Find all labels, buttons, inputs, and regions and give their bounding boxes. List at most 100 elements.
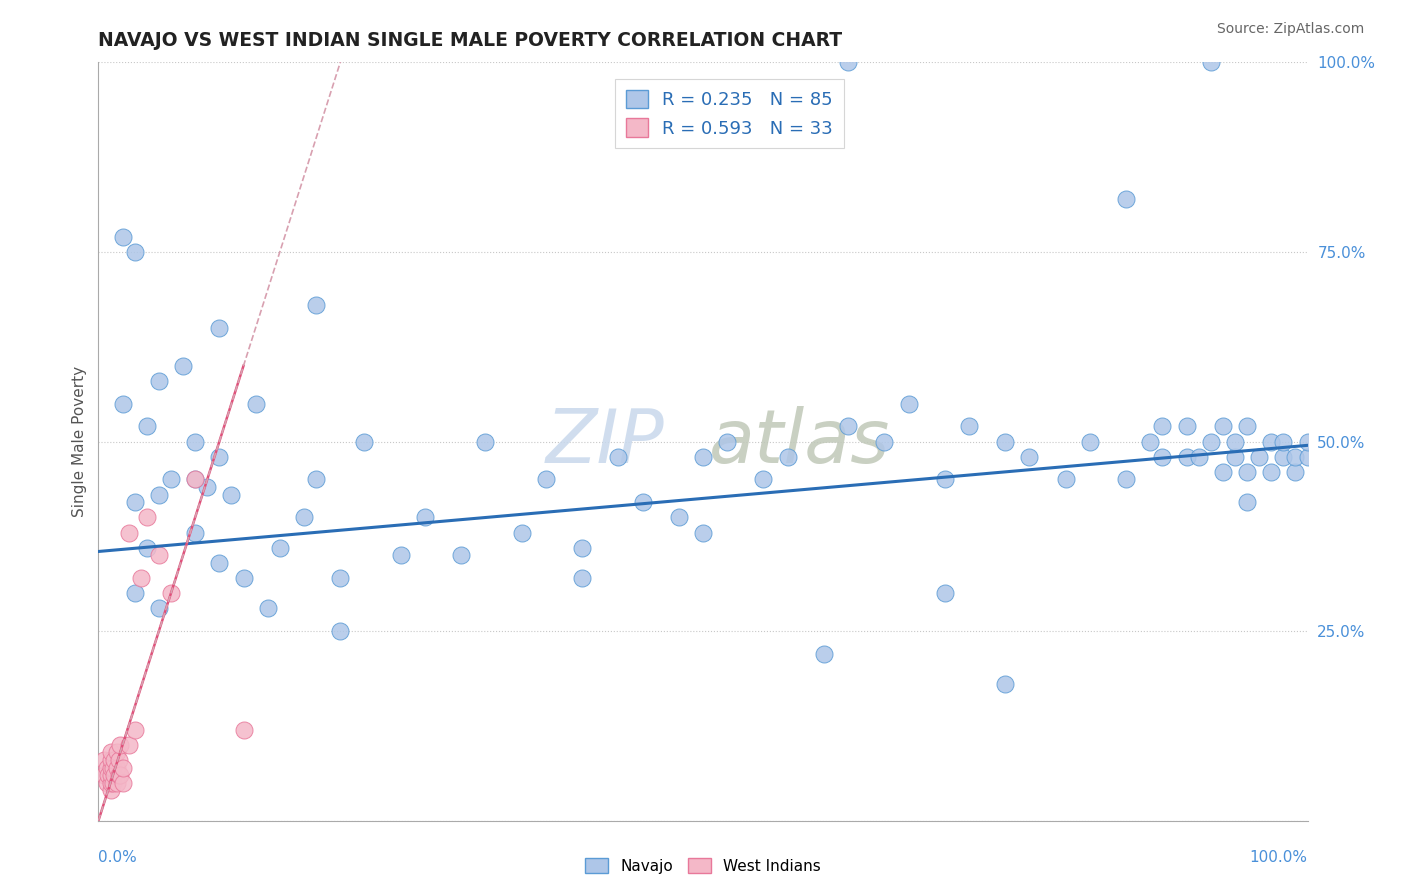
Point: [1284, 450, 1306, 464]
Point: [232, 571, 254, 585]
Point: [208, 320, 231, 334]
Text: 0.0%: 0.0%: [98, 850, 138, 865]
Point: [1236, 465, 1258, 479]
Point: [172, 359, 194, 373]
Point: [934, 586, 956, 600]
Point: [1175, 450, 1198, 464]
Point: [100, 753, 122, 767]
Point: [148, 374, 170, 388]
Point: [837, 419, 859, 434]
Point: [195, 480, 218, 494]
Point: [1249, 450, 1271, 464]
Point: [129, 571, 152, 585]
Point: [108, 768, 131, 782]
Point: [1272, 434, 1295, 449]
Point: [100, 760, 122, 774]
Point: [1260, 465, 1282, 479]
Point: [934, 473, 956, 487]
Point: [96, 760, 118, 774]
Point: [329, 571, 352, 585]
Point: [450, 548, 472, 563]
Point: [100, 776, 122, 790]
Point: [93, 753, 115, 767]
Text: Source: ZipAtlas.com: Source: ZipAtlas.com: [1216, 22, 1364, 37]
Point: [184, 473, 207, 487]
Point: [1152, 450, 1174, 464]
Point: [1212, 419, 1234, 434]
Point: [118, 738, 141, 752]
Point: [245, 396, 267, 410]
Point: [100, 783, 122, 797]
Point: [534, 473, 557, 487]
Point: [1223, 434, 1246, 449]
Point: [97, 768, 120, 782]
Point: [93, 768, 115, 782]
Point: [292, 510, 315, 524]
Point: [108, 738, 131, 752]
Point: [1199, 55, 1222, 70]
Point: [631, 495, 654, 509]
Point: [221, 487, 243, 501]
Point: [1236, 495, 1258, 509]
Point: [305, 473, 328, 487]
Point: [101, 760, 124, 774]
Point: [101, 776, 124, 790]
Point: [305, 298, 328, 312]
Point: [957, 419, 980, 434]
Point: [160, 586, 183, 600]
Point: [837, 55, 859, 70]
Point: [1296, 450, 1319, 464]
Point: [105, 760, 128, 774]
Y-axis label: Single Male Poverty: Single Male Poverty: [72, 366, 87, 517]
Point: [607, 450, 630, 464]
Point: [353, 434, 375, 449]
Point: [135, 541, 157, 555]
Point: [692, 450, 714, 464]
Point: [111, 760, 134, 774]
Point: [148, 548, 170, 563]
Point: [474, 434, 496, 449]
Point: [111, 776, 134, 790]
Point: [1188, 450, 1211, 464]
Point: [100, 768, 122, 782]
Point: [105, 746, 128, 760]
Point: [1296, 434, 1319, 449]
Point: [269, 541, 291, 555]
Point: [571, 571, 593, 585]
Point: [716, 434, 738, 449]
Point: [873, 434, 896, 449]
Point: [103, 768, 125, 782]
Point: [1139, 434, 1161, 449]
Point: [1212, 465, 1234, 479]
Point: [100, 746, 122, 760]
Text: atlas: atlas: [709, 406, 890, 477]
Point: [1199, 434, 1222, 449]
Point: [184, 434, 207, 449]
Point: [413, 510, 436, 524]
Point: [668, 510, 690, 524]
Legend: Navajo, West Indians: Navajo, West Indians: [579, 852, 827, 880]
Point: [184, 473, 207, 487]
Point: [118, 525, 141, 540]
Point: [329, 624, 352, 639]
Point: [752, 473, 775, 487]
Point: [124, 244, 146, 259]
Point: [108, 753, 131, 767]
Point: [1054, 473, 1077, 487]
Point: [208, 556, 231, 570]
Point: [124, 586, 146, 600]
Point: [184, 525, 207, 540]
Point: [103, 753, 125, 767]
Point: [208, 450, 231, 464]
Point: [256, 601, 278, 615]
Point: [1223, 450, 1246, 464]
Point: [1115, 473, 1137, 487]
Point: [148, 487, 170, 501]
Text: ZIP: ZIP: [546, 406, 665, 477]
Point: [1175, 419, 1198, 434]
Point: [897, 396, 920, 410]
Point: [1152, 419, 1174, 434]
Point: [96, 776, 118, 790]
Point: [108, 768, 131, 782]
Point: [160, 473, 183, 487]
